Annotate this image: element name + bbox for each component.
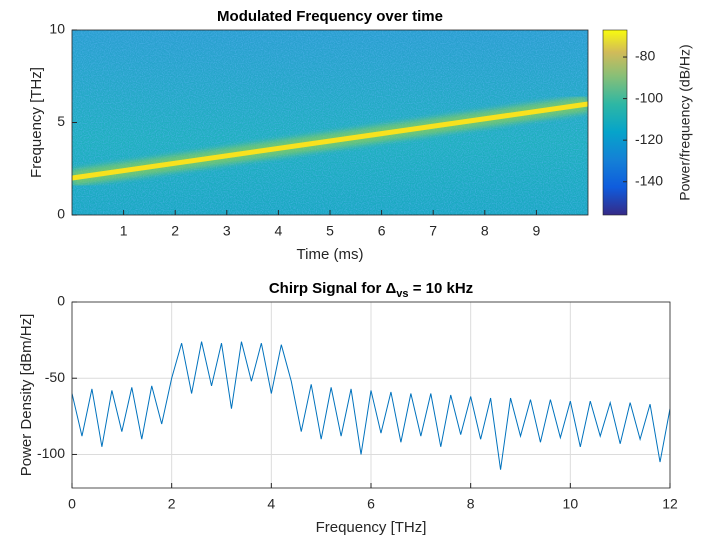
x-tick-label: 4 xyxy=(275,223,283,239)
x-tick-label: 2 xyxy=(168,496,176,512)
data-line xyxy=(72,341,670,470)
x-tick-label: 0 xyxy=(68,496,76,512)
x-tick-label: 2 xyxy=(171,223,179,239)
colorbar xyxy=(602,29,628,216)
y-tick-label: 10 xyxy=(49,21,65,37)
title-suffix: = 10 kHz xyxy=(409,280,474,297)
x-tick-label: 6 xyxy=(378,223,386,239)
y-tick-label: 5 xyxy=(57,113,65,129)
x-tick-label: 10 xyxy=(563,496,579,512)
x-axis-label: Frequency [THz] xyxy=(316,519,427,536)
title-subscript: vs xyxy=(396,288,408,300)
x-tick-label: 5 xyxy=(326,223,334,239)
colorbar-tick-label: -80 xyxy=(635,48,655,64)
chart-title: Chirp Signal for Δvs = 10 kHz xyxy=(269,280,473,300)
x-axis-label: Time (ms) xyxy=(297,246,364,263)
x-tick-label: 3 xyxy=(223,223,231,239)
x-tick-label: 9 xyxy=(533,223,541,239)
y-axis-label: Power Density [dBm/Hz] xyxy=(18,314,35,477)
y-tick-label: -50 xyxy=(45,369,65,385)
y-axis-label: Frequency [THz] xyxy=(28,67,45,178)
line-group xyxy=(72,341,670,470)
x-tick-label: 4 xyxy=(267,496,275,512)
title-text: Modulated Frequency over time xyxy=(217,8,443,25)
x-tick-label: 12 xyxy=(662,496,678,512)
x-tick-label: 8 xyxy=(467,496,475,512)
x-tick-label: 1 xyxy=(120,223,128,239)
chart-title: Modulated Frequency over time xyxy=(217,8,443,25)
chirp-line xyxy=(72,101,588,181)
x-tick-label: 7 xyxy=(429,223,437,239)
y-tick-label: -100 xyxy=(37,445,65,461)
chirp-group xyxy=(72,96,588,186)
x-tick-label: 8 xyxy=(481,223,489,239)
title-text: Chirp Signal for Δ xyxy=(269,280,397,297)
x-tick-label: 6 xyxy=(367,496,375,512)
colorbar-tick-label: -140 xyxy=(635,172,663,188)
y-tick-label: 0 xyxy=(57,293,65,309)
y-tick-label: 0 xyxy=(57,206,65,222)
colorbar-label: Power/frequency (dB/Hz) xyxy=(677,44,693,200)
colorbar-tick-label: -120 xyxy=(635,131,663,147)
colorbar-tick-label: -100 xyxy=(635,89,663,105)
